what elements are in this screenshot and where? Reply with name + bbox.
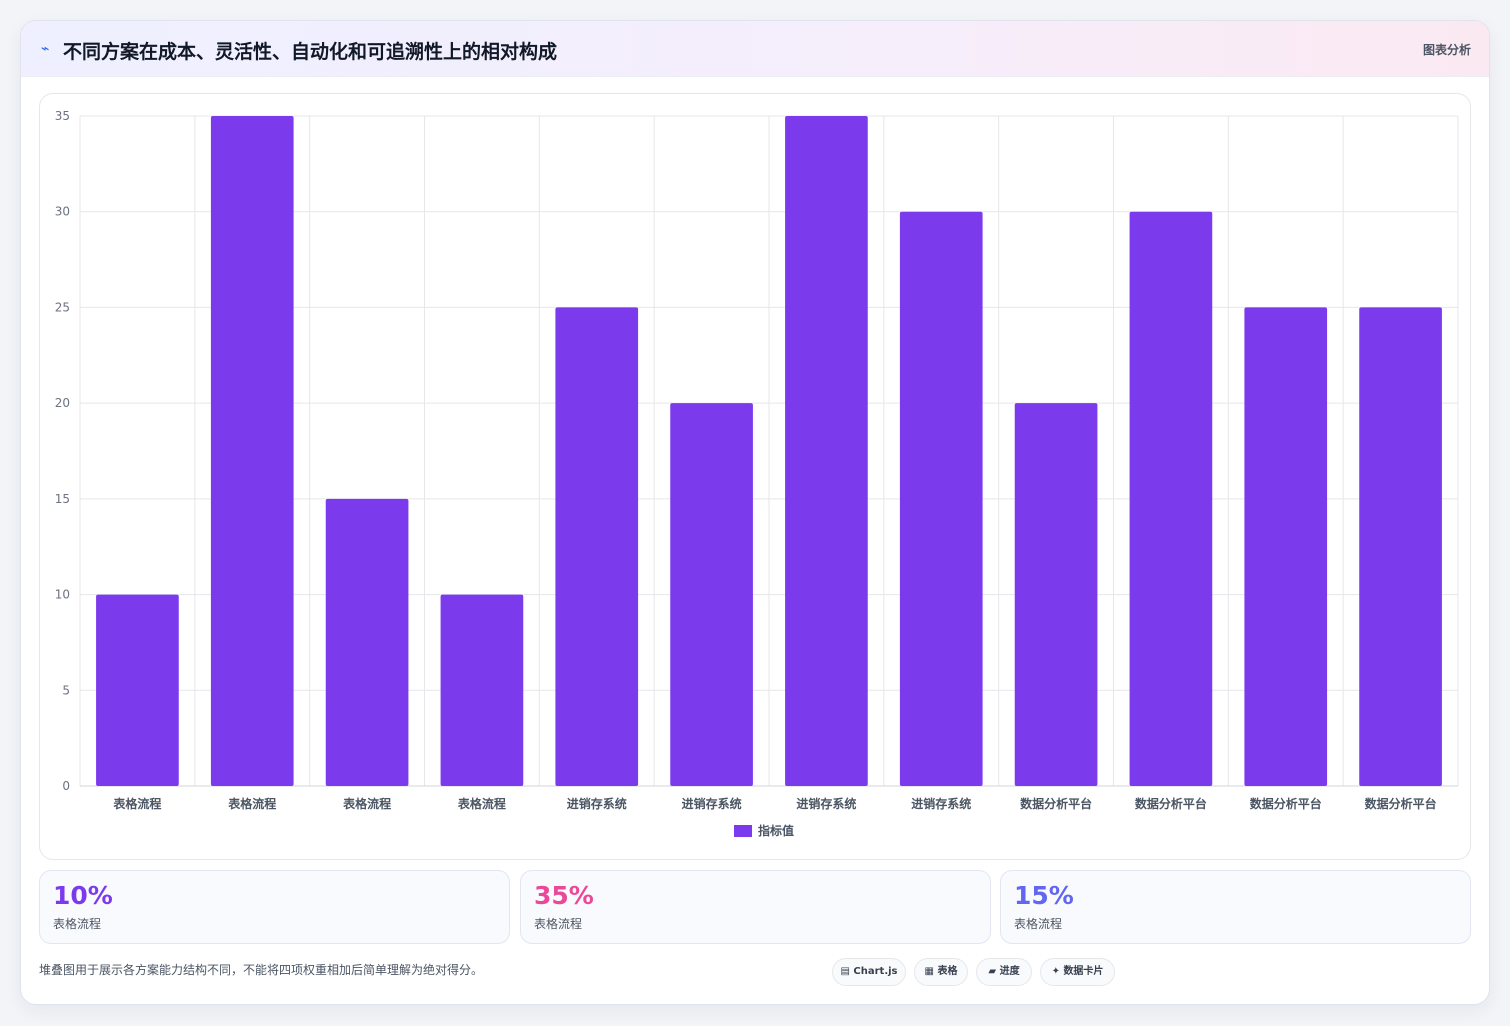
progress-icon: ▰ <box>988 966 997 977</box>
x-tick-label: 数据分析平台 <box>1135 796 1207 811</box>
chip-label: 进度 <box>999 966 1020 977</box>
chip-chartjs[interactable]: ▤ Chart.js <box>832 958 906 986</box>
bar <box>1244 307 1328 786</box>
stat-card-3: 15% 表格流程 <box>1000 870 1471 944</box>
stat-label: 表格流程 <box>1014 917 1063 931</box>
x-tick-label: 进销存系统 <box>682 796 742 811</box>
bar <box>1014 403 1098 786</box>
bar-chart: 0 5 10 15 20 25 30 35 表格流程 表格流程 表格流程 表格流程 进销存系统 进销存系… <box>55 109 1459 838</box>
chart-card: ⌁ 不同方案在成本、灵活性、自动化和可追溯性上的相对构成 图表分析 0 5 10 15… <box>20 20 1490 1005</box>
stat-value: 35% <box>534 881 594 910</box>
chip-label: 数据卡片 <box>1063 966 1104 977</box>
y-tick-label: 0 <box>62 779 70 793</box>
x-tick-label: 数据分析平台 <box>1020 796 1092 811</box>
chart-analysis-tag: 图表分析 <box>1422 43 1471 57</box>
x-tick-label: 进销存系统 <box>911 796 971 811</box>
stat-card-1: 10% 表格流程 <box>39 870 510 944</box>
stat-label: 表格流程 <box>534 917 583 931</box>
chart-icon: ▤ <box>840 966 850 977</box>
chart-area: 0 5 10 15 20 25 30 35 表格流程 表格流程 表格流程 表格流程 进销存系统 进销存系… <box>39 93 1471 860</box>
y-tick-label: 20 <box>55 396 70 410</box>
bar <box>440 594 524 786</box>
y-tick-label: 15 <box>55 492 70 506</box>
bar <box>1359 307 1442 786</box>
bar <box>96 594 179 786</box>
chip-progress[interactable]: ▰ 进度 <box>976 958 1032 986</box>
bar <box>785 116 868 786</box>
y-tick-label: 35 <box>55 109 70 123</box>
x-tick-label: 数据分析平台 <box>1250 796 1322 811</box>
stat-card-2: 35% 表格流程 <box>520 870 991 944</box>
bar <box>1129 211 1213 786</box>
card-header: ⌁ 不同方案在成本、灵活性、自动化和可追溯性上的相对构成 图表分析 <box>21 21 1489 77</box>
legend-swatch <box>734 825 752 837</box>
chip-label: Chart.js <box>853 966 898 977</box>
stat-label: 表格流程 <box>53 917 102 931</box>
x-tick-label: 数据分析平台 <box>1365 796 1437 811</box>
bar <box>670 403 753 786</box>
stat-value: 10% <box>53 881 113 910</box>
sparkle-icon: ✦ <box>1051 966 1060 977</box>
x-tick-label: 表格流程 <box>112 796 161 811</box>
chip-table[interactable]: ▦ 表格 <box>914 958 968 986</box>
bar <box>555 307 639 786</box>
stat-value: 15% <box>1014 881 1074 910</box>
chip-label: 表格 <box>937 966 958 977</box>
chip-data-cards[interactable]: ✦ 数据卡片 <box>1040 958 1115 986</box>
footer-note: 堆叠图用于展示各方案能力结构不同，不能将四项权重相加后简单理解为绝对得分。 <box>39 963 484 977</box>
legend-label: 指标值 <box>758 823 794 838</box>
y-tick-label: 10 <box>55 588 70 602</box>
y-tick-label: 5 <box>62 683 70 697</box>
bar <box>325 498 409 786</box>
x-tick-label: 表格流程 <box>227 796 276 811</box>
x-tick-label: 进销存系统 <box>567 796 627 811</box>
bar <box>899 211 983 786</box>
x-tick-label: 进销存系统 <box>796 796 856 811</box>
x-tick-label: 表格流程 <box>457 796 506 811</box>
bar <box>210 116 294 786</box>
table-icon: ▦ <box>924 966 934 977</box>
y-tick-label: 30 <box>55 205 70 219</box>
chart-title: 不同方案在成本、灵活性、自动化和可追溯性上的相对构成 <box>63 41 558 63</box>
x-tick-label: 表格流程 <box>342 796 391 811</box>
chart-line-icon: ⌁ <box>41 41 50 57</box>
y-tick-label: 25 <box>55 300 70 314</box>
